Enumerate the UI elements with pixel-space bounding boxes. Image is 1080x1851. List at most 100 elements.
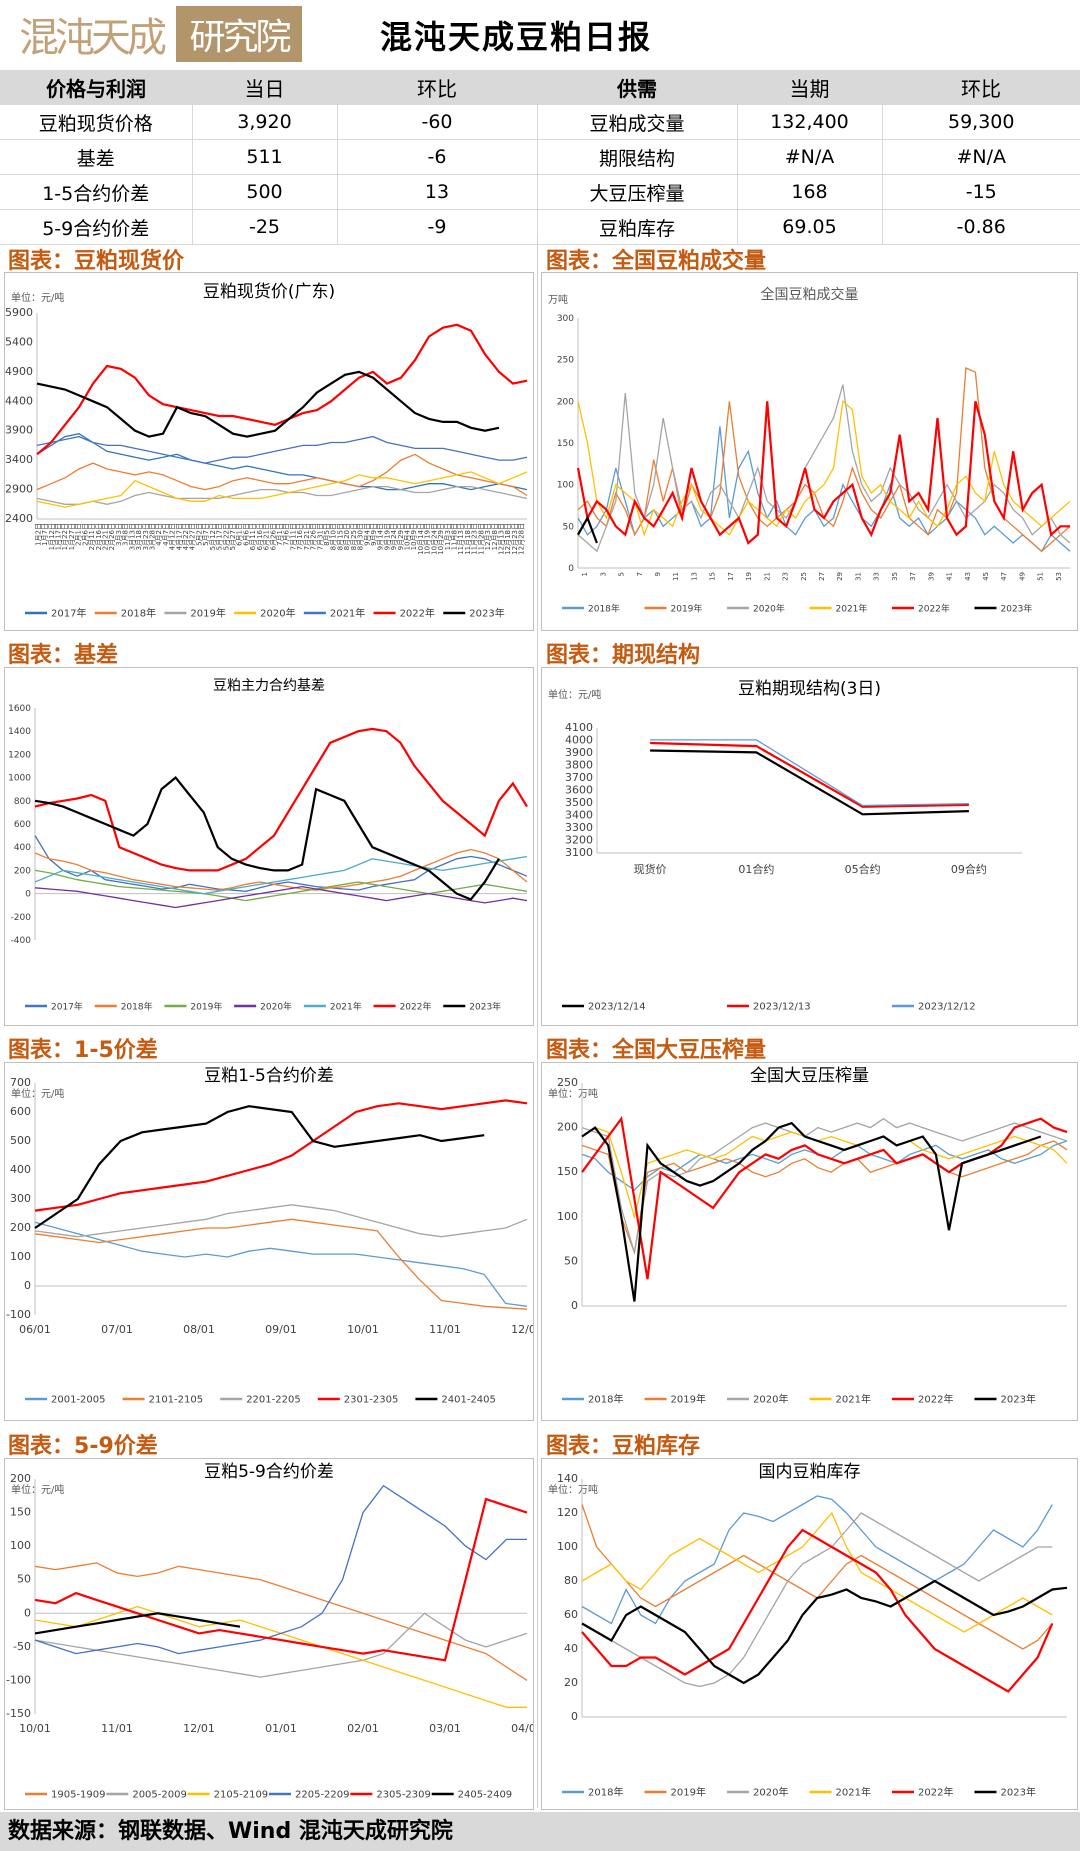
y-tick-label: 3100 (565, 846, 593, 859)
x-tick-label: 12月13日 (498, 523, 506, 555)
chart-unit-label: 万吨 (548, 293, 568, 306)
x-tick-label: 3 (599, 572, 607, 576)
summary-cell: 511 (192, 139, 338, 175)
logo-wordmark: 混沌天成 (19, 15, 167, 61)
x-tick-label: 06/01 (19, 1323, 51, 1336)
x-tick-label: 5月2日 (195, 523, 203, 546)
legend-label: 2305-2309 (376, 1790, 431, 1801)
summary-header-cell: 价格与利润 (0, 70, 192, 105)
series-line (34, 1562, 528, 1681)
panel-title-prefix: 图表： (546, 1434, 613, 1459)
y-tick-label: 2900 (5, 483, 33, 496)
series-line (34, 1484, 527, 1655)
x-tick-label: 02/01 (347, 1722, 379, 1735)
x-tick-label: 6月26日 (269, 523, 277, 550)
y-tick-label: 50 (564, 1254, 578, 1267)
y-tick-label: 100 (557, 1540, 578, 1553)
y-tick-label: -400 (11, 936, 32, 946)
series-line (34, 869, 528, 902)
y-tick-label: 80 (564, 1574, 578, 1587)
x-tick-label: 12/01 (511, 1323, 533, 1336)
x-tick-label: 01/01 (265, 1722, 297, 1735)
y-tick-label: 3700 (565, 771, 593, 784)
chart-unit-label: 单位：万吨 (548, 1483, 598, 1496)
x-tick-label: 3月23日 (142, 523, 150, 550)
y-tick-label: 3600 (565, 784, 593, 797)
legend-label: 2023年 (1001, 1393, 1036, 1406)
x-tick-label: 3月8日 (122, 523, 130, 546)
summary-cell: -0.86 (882, 209, 1080, 245)
x-tick-label: 10月19日 (424, 523, 432, 555)
series-line (577, 515, 598, 544)
x-tick-label: 2月1日 (75, 523, 83, 546)
chart-unit-label: 单位：元/吨 (11, 1483, 64, 1496)
y-tick-label: 5900 (5, 306, 33, 319)
y-tick-label: -100 (6, 1673, 31, 1686)
summary-cell: 1-5合约价差 (0, 174, 193, 210)
legend-label: 2021年 (330, 607, 365, 620)
chart-title: 国内豆粕库存 (759, 1462, 861, 1482)
y-tick-label: 3500 (565, 796, 593, 809)
legend-label: 2023/12/14 (588, 1002, 646, 1013)
y-tick-label: 4400 (5, 394, 33, 407)
summary-cell: 13 (337, 174, 538, 210)
x-tick-label: 3月18日 (135, 523, 143, 550)
summary-cell: 5-9合约价差 (0, 209, 193, 245)
x-tick-label: 12月8日 (491, 523, 499, 550)
series-line (581, 1121, 1042, 1302)
series-line (577, 426, 1071, 553)
panel-title-spread-1-5: 图表：1-5价差 (8, 1032, 158, 1064)
y-tick-label: 200 (557, 1121, 578, 1134)
summary-cell: 期限结构 (537, 139, 738, 175)
panel-title-crush: 图表：全国大豆压榨量 (546, 1032, 766, 1064)
x-tick-label: 37 (909, 572, 917, 581)
y-tick-label: 0 (571, 1710, 578, 1723)
legend-label: 2019年 (671, 1786, 706, 1799)
y-tick-label: 600 (10, 1105, 31, 1118)
chart-volume: 全国豆粕成交量 万吨 0 50 100 150 200 250 300 1 3 5 7 9 11 13 15 17… (541, 272, 1078, 631)
x-tick-label: 7月21日 (303, 523, 311, 550)
chart-title: 全国大豆压榨量 (750, 1066, 869, 1086)
y-tick-label: 4100 (565, 721, 593, 734)
y-tick-label: 3800 (565, 759, 593, 772)
x-tick-label: 5月27日 (229, 523, 237, 550)
x-tick-label: 10月9日 (410, 523, 418, 550)
x-tick-label: 5 (618, 572, 626, 576)
x-tick-label: 25 (800, 572, 808, 581)
summary-cell: #N/A (737, 139, 883, 175)
legend-label: 2020年 (753, 1786, 788, 1799)
series-line (34, 1105, 485, 1229)
chart-title: 豆粕期现结构(3日) (738, 679, 881, 699)
company-logo: 混沌天成 研究院 (6, 6, 302, 62)
footer-source: 数据来源：钢联数据、Wind 混沌天成研究院 (0, 1812, 1080, 1851)
x-tick-label: 2月6日 (81, 523, 89, 546)
series-line (581, 1495, 1053, 1625)
legend-label: 2021年 (330, 1001, 362, 1013)
y-tick-label: 100 (10, 1250, 31, 1263)
series-line (576, 401, 1070, 545)
x-tick-label: 8月30日 (357, 523, 365, 550)
x-tick-label: 45 (982, 572, 990, 581)
y-tick-label: 1400 (8, 727, 31, 737)
y-tick-label: 3200 (565, 834, 593, 847)
x-tick-label: 7月6日 (283, 523, 291, 546)
x-tick-label: 49 (1018, 572, 1026, 581)
x-tick-label: 11 (672, 572, 680, 581)
series-line (34, 855, 528, 895)
chart-unit-label: 单位：元/吨 (11, 1087, 64, 1100)
x-tick-label: 12月23日 (511, 523, 519, 555)
panel-title-text: 基差 (74, 643, 119, 668)
x-tick-label: 8月25日 (350, 523, 358, 550)
legend-label: 2023年 (1001, 1786, 1036, 1799)
x-tick-label: 5月17日 (216, 523, 224, 550)
x-tick-label: 9月24日 (390, 523, 398, 550)
x-tick-label: 11/01 (101, 1722, 133, 1735)
summary-cell: -6 (337, 139, 538, 175)
panel-title-inventory: 图表：豆粕库存 (546, 1428, 700, 1460)
summary-header-row: 价格与利润 当日 环比 供需 当期 环比 (0, 70, 1080, 105)
legend-label: 1905-1909 (51, 1790, 106, 1801)
panel-title-prefix: 图表： (8, 1038, 75, 1063)
x-tick-label: 2月26日 (108, 523, 116, 550)
legend-label: 2021年 (836, 603, 868, 615)
summary-header-cell: 环比 (337, 70, 537, 105)
